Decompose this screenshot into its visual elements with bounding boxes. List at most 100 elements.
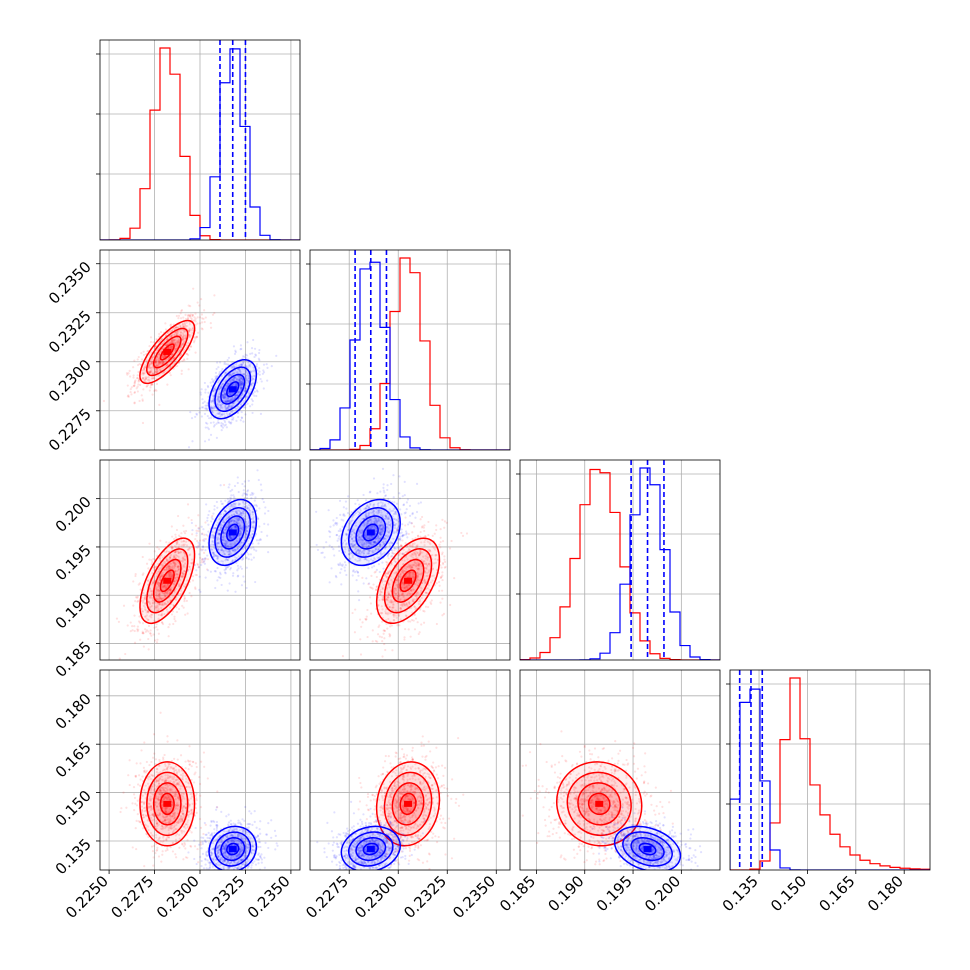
sample-point	[255, 365, 258, 368]
sample-point	[158, 593, 161, 596]
sample-point	[222, 396, 225, 399]
sample-point	[231, 365, 234, 369]
sample-point	[134, 596, 138, 599]
sample-point	[396, 624, 399, 627]
sample-point	[165, 337, 169, 341]
sample-point	[219, 527, 222, 530]
sample-point	[183, 599, 186, 603]
sample-point	[224, 510, 228, 513]
sample-point	[157, 590, 160, 593]
sample-point	[158, 602, 161, 605]
sample-point	[251, 493, 254, 496]
sample-point	[155, 606, 158, 609]
sample-point	[238, 523, 242, 526]
sample-point	[156, 581, 160, 584]
sample-point	[224, 393, 227, 396]
sample-point	[229, 422, 233, 425]
sample-point	[223, 393, 227, 396]
sample-point	[150, 366, 153, 369]
sample-point	[257, 542, 260, 545]
sample-point	[246, 395, 249, 398]
sample-point	[177, 573, 180, 576]
sample-point	[236, 575, 239, 578]
sample-point	[182, 342, 185, 345]
sample-point	[204, 557, 207, 561]
sample-point	[177, 314, 181, 317]
sample-point	[225, 543, 228, 546]
sample-point	[176, 565, 180, 568]
sample-point	[205, 568, 209, 571]
sample-point	[253, 355, 256, 359]
sample-point	[200, 533, 204, 536]
sample-point	[141, 555, 144, 559]
sample-point	[228, 515, 231, 518]
sample-point	[206, 414, 209, 418]
sample-point	[195, 532, 198, 535]
sample-point	[443, 560, 447, 563]
sample-point	[214, 527, 217, 530]
sample-point	[201, 321, 204, 324]
sample-point	[236, 564, 240, 567]
sample-point	[227, 397, 230, 400]
sample-point	[145, 376, 148, 379]
sample-point	[420, 623, 423, 626]
sample-point	[156, 554, 159, 557]
sample-point	[186, 579, 189, 582]
sample-point	[225, 526, 228, 529]
sample-point	[155, 641, 159, 644]
sample-point	[230, 544, 233, 547]
sample-point	[226, 406, 229, 410]
sample-point	[216, 506, 219, 509]
sample-point	[231, 518, 234, 521]
sample-point	[200, 525, 203, 528]
sample-point	[185, 599, 188, 602]
sample-point	[386, 484, 389, 487]
sample-point	[382, 629, 385, 632]
sample-point	[439, 540, 442, 544]
sample-point	[164, 551, 168, 554]
sample-point	[134, 599, 137, 603]
sample-point	[158, 557, 162, 560]
sample-point	[239, 380, 242, 383]
sample-point	[220, 526, 223, 529]
sample-point	[420, 515, 424, 519]
sample-point	[158, 597, 162, 600]
sample-point	[226, 414, 229, 417]
sample-point	[225, 540, 228, 544]
sample-point	[143, 372, 146, 375]
sample-point	[149, 340, 153, 344]
sample-point	[231, 548, 234, 552]
sample-point	[253, 520, 256, 523]
sample-point	[172, 555, 175, 558]
sample-point	[176, 343, 179, 346]
sample-point	[152, 557, 155, 561]
sample-point	[188, 591, 191, 595]
sample-point	[251, 377, 254, 381]
sample-point	[174, 550, 177, 554]
sample-point	[226, 400, 229, 403]
sample-point	[127, 394, 130, 397]
sample-point	[381, 655, 384, 658]
sample-point	[155, 588, 158, 591]
sample-point	[143, 379, 146, 382]
sample-point	[251, 513, 255, 516]
sample-point	[164, 593, 167, 597]
sample-point	[140, 358, 144, 361]
sample-point	[244, 545, 247, 548]
sample-point	[357, 574, 360, 577]
sample-point	[192, 341, 196, 344]
sample-point	[226, 558, 229, 561]
sample-point	[214, 527, 217, 530]
sample-point	[196, 301, 199, 304]
sample-point	[389, 634, 392, 637]
sample-point	[160, 574, 163, 578]
sample-point	[226, 566, 229, 569]
sample-point	[161, 602, 164, 605]
sample-point	[232, 502, 235, 505]
sample-point	[145, 614, 149, 617]
sample-point	[224, 371, 227, 375]
sample-point	[443, 558, 446, 561]
sample-point	[242, 509, 245, 512]
sample-point	[228, 483, 231, 486]
sample-point	[233, 505, 236, 508]
